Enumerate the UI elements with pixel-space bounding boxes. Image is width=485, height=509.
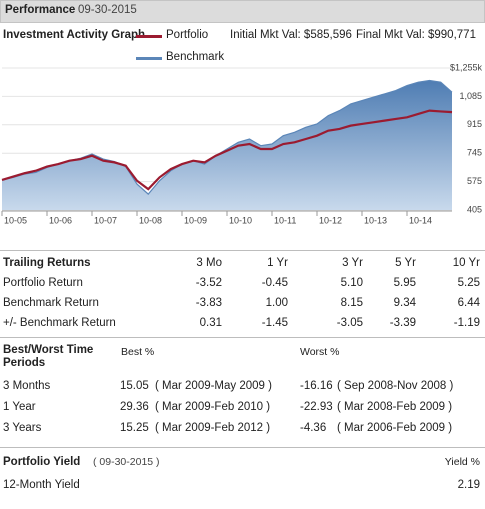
divider <box>0 337 485 338</box>
x-tick-label: 10-12 <box>319 215 342 225</box>
row-label: Portfolio Return <box>3 277 83 289</box>
section-title: Portfolio Yield <box>3 456 81 468</box>
row-label: 12-Month Yield <box>3 479 80 491</box>
cell: 6.44 <box>457 297 480 309</box>
x-tick-label: 10-09 <box>184 215 207 225</box>
section-title: Trailing Returns <box>3 257 91 269</box>
cell: -3.52 <box>195 277 222 289</box>
cell: 5.10 <box>340 277 363 289</box>
cell: -1.45 <box>261 317 288 329</box>
cell: 8.15 <box>340 297 363 309</box>
y-tick-label: 405 <box>467 204 482 214</box>
cell: 29.36 <box>120 401 149 413</box>
row-label: +/- Benchmark Return <box>3 317 116 329</box>
x-tick-label: 10-10 <box>229 215 252 225</box>
y-tick-label: $1,255k <box>450 62 483 72</box>
column-header: 5 Yr <box>395 257 416 269</box>
row-label: 3 Years <box>3 422 42 434</box>
column-header: Worst % <box>300 346 340 358</box>
chart: 405 575 745 915 1,085 $1,255k 10-05 10-06 10-07 1… <box>1 62 483 225</box>
cell: -3.39 <box>389 317 416 329</box>
section-date: ( 09-30-2015 ) <box>93 456 160 468</box>
header-title: Performance <box>5 4 76 16</box>
cell: 5.25 <box>457 277 480 289</box>
column-header: Yield % <box>444 456 480 468</box>
cell: 15.25 <box>120 422 149 434</box>
cell: -0.45 <box>261 277 288 289</box>
divider <box>0 447 485 448</box>
section-title: Best/Worst Time Periods <box>3 344 94 369</box>
column-header: 1 Yr <box>267 257 288 269</box>
legend-label: Benchmark <box>166 51 225 63</box>
legend-swatch <box>136 35 162 38</box>
row-label: 3 Months <box>3 380 51 392</box>
cell: 2.19 <box>457 479 480 491</box>
y-tick-label: 1,085 <box>459 91 482 101</box>
column-header: 3 Mo <box>196 257 222 269</box>
x-tick-label: 10-14 <box>409 215 432 225</box>
cell: ( Mar 2009-Feb 2010 ) <box>155 401 271 413</box>
cell: -3.05 <box>336 317 363 329</box>
y-tick-label: 575 <box>467 176 482 186</box>
cell: 9.34 <box>393 297 416 309</box>
cell: ( Mar 2008-Feb 2009 ) <box>337 401 453 413</box>
x-tick-label: 10-07 <box>94 215 117 225</box>
column-header: 3 Yr <box>342 257 363 269</box>
cell: ( Sep 2008-Nov 2008 ) <box>337 380 454 392</box>
x-tick-label: 10-13 <box>364 215 387 225</box>
x-tick-label: 10-11 <box>274 215 296 225</box>
cell: -4.36 <box>300 422 327 434</box>
annotation: Final Mkt Val: $990,771 <box>356 29 476 41</box>
graph-title: Investment Activity Graph <box>3 29 146 41</box>
cell: ( Mar 2006-Feb 2009 ) <box>337 422 453 434</box>
cell: 15.05 <box>120 380 149 392</box>
cell: ( Mar 2009-Feb 2012 ) <box>155 422 271 434</box>
x-tick-label: 10-08 <box>139 215 162 225</box>
column-header: Best % <box>121 346 155 358</box>
divider <box>0 250 485 251</box>
cell: -1.19 <box>453 317 480 329</box>
row-label: 1 Year <box>3 401 36 413</box>
cell: -3.83 <box>195 297 222 309</box>
y-tick-label: 745 <box>467 148 482 158</box>
column-header: 10 Yr <box>452 257 480 269</box>
benchmark-area <box>2 80 452 210</box>
row-label: Benchmark Return <box>3 297 99 309</box>
cell: ( Mar 2009-May 2009 ) <box>155 380 272 392</box>
annotation: Initial Mkt Val: $585,596 <box>230 29 352 41</box>
cell: 0.31 <box>199 317 222 329</box>
cell: -16.16 <box>300 380 333 392</box>
x-tick-label: 10-06 <box>49 215 72 225</box>
cell: 5.95 <box>393 277 416 289</box>
series-line <box>1 109 453 191</box>
legend-swatch <box>136 57 162 60</box>
header-date: 09-30-2015 <box>78 4 137 16</box>
y-tick-label: 915 <box>467 119 482 129</box>
legend-label: Portfolio <box>166 29 209 41</box>
cell: -22.93 <box>300 401 333 413</box>
x-tick-label: 10-05 <box>4 215 27 225</box>
cell: 1.00 <box>265 297 288 309</box>
